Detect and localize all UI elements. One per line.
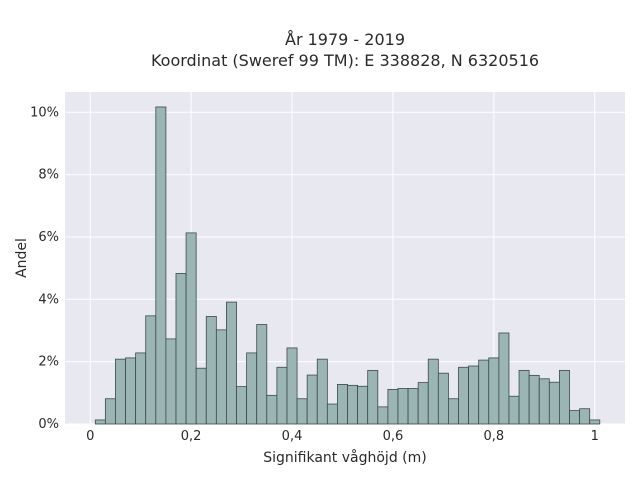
x-tick-label: 0 xyxy=(86,429,94,444)
y-tick-label: 2% xyxy=(38,355,59,370)
x-tick-label: 0,6 xyxy=(383,429,404,444)
histogram-bar xyxy=(246,352,258,425)
chart-title-line1: År 1979 - 2019 xyxy=(285,30,405,49)
histogram-bar xyxy=(559,369,570,425)
histogram-bar xyxy=(215,329,227,425)
histogram-bar xyxy=(427,358,439,425)
histogram-bar xyxy=(458,366,470,425)
y-tick-label: 10% xyxy=(30,105,59,120)
histogram-bar xyxy=(94,419,106,425)
histogram-bar xyxy=(236,386,248,425)
x-axis-label: Signifikant våghöjd (m) xyxy=(263,449,426,466)
x-tick-label: 1 xyxy=(591,429,599,444)
histogram-bar xyxy=(175,273,187,425)
histogram-bar xyxy=(145,315,157,425)
histogram-bars xyxy=(94,106,601,425)
x-tick-label: 0,8 xyxy=(483,429,504,444)
y-tick-label: 8% xyxy=(38,168,59,183)
y-tick-labels: 0% 2% 4% 6% 8% 10% xyxy=(30,105,59,432)
histogram-bar xyxy=(579,408,591,425)
histogram-bar xyxy=(256,324,268,425)
histogram-bar xyxy=(538,378,550,425)
histogram-bar xyxy=(548,381,560,425)
histogram-bar xyxy=(397,388,409,425)
histogram-bar xyxy=(125,357,137,425)
histogram-bar xyxy=(195,367,207,425)
histogram-bar xyxy=(135,352,147,425)
histogram-bar xyxy=(326,403,338,425)
histogram-bar xyxy=(337,384,348,425)
histogram-bar xyxy=(286,347,298,425)
histogram-bar xyxy=(508,395,520,425)
x-tick-labels: 0 0,2 0,4 0,6 0,8 1 xyxy=(86,429,599,444)
histogram-bar xyxy=(367,369,379,425)
y-tick-label: 6% xyxy=(38,230,59,245)
histogram-bar xyxy=(417,382,429,425)
histogram-bar xyxy=(528,374,540,425)
histogram-bar xyxy=(387,388,399,425)
histogram-bar xyxy=(165,338,177,425)
histogram-bar xyxy=(437,372,449,425)
chart-title-line2: Koordinat (Sweref 99 TM): E 338828, N 63… xyxy=(151,51,539,70)
histogram-bar xyxy=(488,357,500,425)
histogram-bar xyxy=(347,384,359,425)
histogram-bar xyxy=(155,106,167,425)
histogram-bar xyxy=(104,398,116,425)
histogram-bar xyxy=(498,332,510,425)
histogram-bar xyxy=(357,385,369,425)
histogram-bar xyxy=(276,366,288,425)
histogram-bar xyxy=(377,406,389,425)
histogram-bar xyxy=(518,369,530,425)
y-tick-label: 4% xyxy=(38,292,59,307)
histogram-bar xyxy=(478,359,490,425)
histogram-bar xyxy=(407,388,419,425)
y-tick-label: 0% xyxy=(38,417,59,432)
histogram-bar xyxy=(205,316,217,425)
histogram-bar xyxy=(448,398,459,425)
histogram-bar xyxy=(185,232,197,425)
histogram-bar xyxy=(316,358,328,425)
histogram-bar xyxy=(226,301,237,425)
histogram-bar xyxy=(115,358,126,425)
histogram-bar xyxy=(468,365,480,425)
histogram-bar xyxy=(296,398,308,425)
histogram-bar xyxy=(589,419,601,425)
x-tick-label: 0,4 xyxy=(282,429,303,444)
histogram-bar xyxy=(306,374,318,425)
histogram-bar xyxy=(266,394,278,425)
x-tick-label: 0,2 xyxy=(181,429,202,444)
y-axis-label: Andel xyxy=(14,238,30,278)
histogram-bar xyxy=(569,410,580,425)
